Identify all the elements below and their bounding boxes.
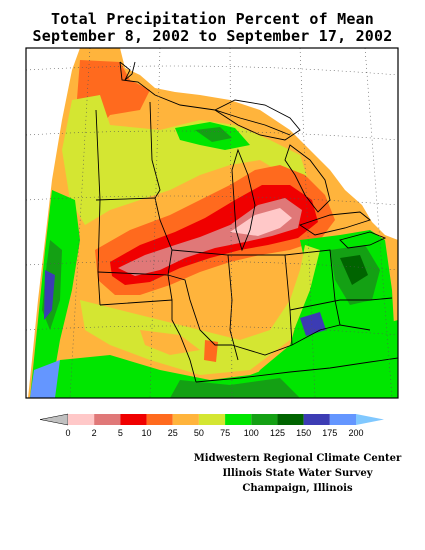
legend-swatch <box>303 414 330 425</box>
map-border <box>25 47 399 399</box>
legend-swatch <box>146 414 173 425</box>
credit-line-1: Midwestern Regional Climate Center <box>193 453 402 464</box>
legend-label: 175 <box>322 428 337 438</box>
legend-label: 5 <box>118 428 123 438</box>
legend-swatch <box>120 414 147 425</box>
graticule <box>26 48 398 398</box>
map-area <box>26 48 398 398</box>
legend-swatch <box>198 414 226 425</box>
legend-label: 50 <box>194 428 204 438</box>
map-date-range: September 8, 2002 to September 17, 2002 <box>32 27 393 45</box>
legend-swatch <box>277 414 304 425</box>
legend-label: 75 <box>220 428 230 438</box>
legend-label: 25 <box>168 428 178 438</box>
credit-line-3: Champaign, Illinois <box>242 483 353 494</box>
legend-swatch <box>68 414 95 425</box>
legend-swatch-min <box>39 413 69 426</box>
legend-swatch-max <box>356 414 384 425</box>
map-title: Total Precipitation Percent of Mean <box>50 10 375 28</box>
legend-label: 200 <box>348 428 363 438</box>
legend-label: 125 <box>270 428 285 438</box>
legend-swatch <box>94 414 121 425</box>
legend-label: 0 <box>65 428 70 438</box>
legend-label: 2 <box>92 428 97 438</box>
legend-labels: 0 2 5 10 25 50 75 100 125 150 175 200 <box>65 428 363 438</box>
legend-swatch <box>172 414 199 425</box>
legend-colorbar <box>39 413 384 426</box>
legend-swatch <box>225 414 252 425</box>
great-lakes <box>119 61 387 252</box>
legend-label: 100 <box>244 428 259 438</box>
legend-label: 150 <box>296 428 311 438</box>
state-borders <box>95 61 398 383</box>
credit-line-2: Illinois State Water Survey <box>222 468 373 479</box>
legend-label: 10 <box>142 428 152 438</box>
legend-swatch <box>251 414 278 425</box>
legend-swatch <box>329 414 356 425</box>
